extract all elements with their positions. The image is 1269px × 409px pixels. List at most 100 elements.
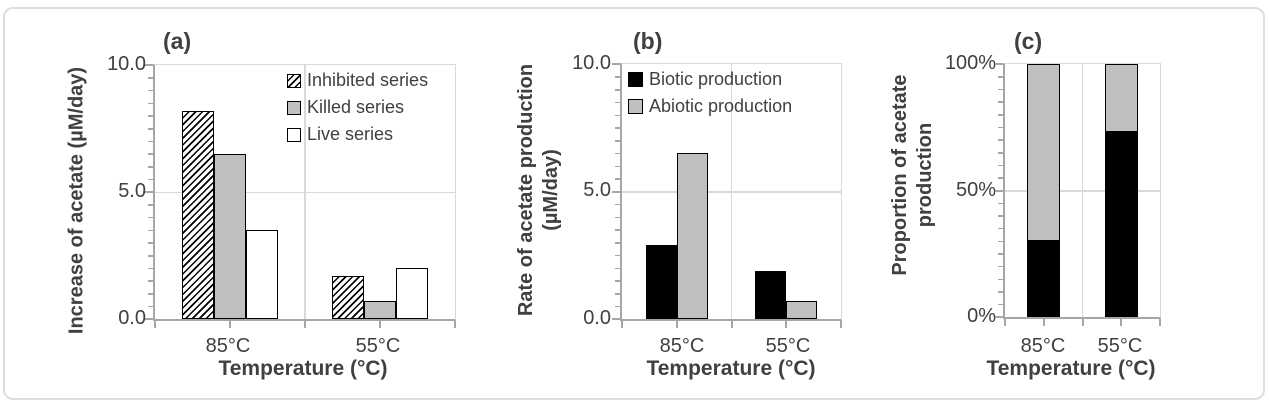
y-axis-minor-tick <box>998 202 1003 205</box>
y-axis-minor-tick <box>148 267 153 270</box>
y-axis-minor-tick <box>148 216 153 219</box>
y-axis-minor-tick <box>615 178 620 180</box>
panel-c-plot-area <box>995 63 1161 326</box>
panel-a-ytick-0: 0.0 <box>118 307 146 329</box>
panel-b-ytick-0: 0.0 <box>583 307 611 329</box>
y-axis-major-tick <box>995 189 1003 192</box>
y-axis-minor-tick <box>998 227 1003 230</box>
y-axis-minor-tick <box>998 177 1003 179</box>
y-axis-minor-tick <box>615 229 620 231</box>
panel-c-y-axis-title-line2: production <box>914 122 936 228</box>
bar-c-55-c-biotic-production <box>1104 132 1138 317</box>
y-axis-major-tick <box>995 316 1003 318</box>
white-swatch-icon <box>287 127 301 142</box>
y-axis-minor-tick <box>148 77 153 79</box>
x-axis-tick <box>154 321 156 328</box>
x-axis-tick <box>730 321 733 328</box>
y-axis-minor-tick <box>148 140 153 143</box>
y-axis-major-tick <box>612 318 620 320</box>
y-axis-minor-tick <box>615 101 620 104</box>
y-axis-major-tick <box>612 190 620 193</box>
y-axis-major-tick <box>995 63 1003 65</box>
panel-a-category-55c: 55°C <box>355 335 401 357</box>
panel-b-category-55c: 55°C <box>765 335 811 357</box>
legend-label: Biotic production <box>649 69 783 89</box>
x-axis-tick <box>454 321 456 328</box>
y-axis-minor-tick <box>615 280 620 282</box>
gray-swatch-icon <box>287 100 301 115</box>
panel-a-legend: Inhibited series Killed series Live seri… <box>287 67 428 148</box>
y-axis-minor-tick <box>998 152 1003 154</box>
y-axis-minor-tick <box>148 89 153 92</box>
bar-c-85-c-abiotic-production <box>1027 64 1061 242</box>
legend-item-abiotic-production: Abiotic production <box>628 93 792 120</box>
y-axis-minor-tick <box>148 166 153 168</box>
y-axis-minor-tick <box>998 240 1003 243</box>
y-axis-minor-tick <box>148 115 153 117</box>
legend-item-inhibited-series: Inhibited series <box>287 67 428 94</box>
panel-c-category-85c: 85°C <box>1020 335 1066 357</box>
panel-c-y-axis-title: Proportion of acetate production <box>888 55 938 295</box>
panel-b-label: (b) <box>633 28 663 54</box>
legend-item-biotic-production: Biotic production <box>628 66 792 93</box>
gridline-vertical <box>304 65 306 319</box>
y-axis-minor-tick <box>615 305 620 308</box>
y-axis-minor-tick <box>148 280 153 282</box>
x-axis-tick <box>1004 319 1006 326</box>
bar-b-55-c-biotic-production <box>755 270 787 319</box>
y-axis-minor-tick <box>615 140 620 142</box>
legend-item-live-series: Live series <box>287 121 428 148</box>
y-axis-minor-tick <box>998 88 1003 91</box>
y-axis-minor-tick <box>615 89 620 91</box>
bar-a-85-c-live-series <box>246 230 278 319</box>
y-axis-minor-tick <box>615 114 620 116</box>
x-axis-tick <box>304 321 306 328</box>
y-axis-minor-tick <box>615 203 620 206</box>
y-axis-minor-tick <box>998 291 1003 293</box>
x-axis-tick <box>621 321 623 328</box>
bar-c-55-c-abiotic-production <box>1104 64 1138 133</box>
y-axis-minor-tick <box>148 204 153 206</box>
panel-c-label: (c) <box>1014 28 1043 54</box>
y-axis-minor-tick <box>615 216 620 218</box>
x-axis-tick <box>785 321 788 328</box>
y-axis-minor-tick <box>615 267 620 269</box>
panel-a-ytick-5: 5.0 <box>118 180 146 202</box>
y-axis-minor-tick <box>148 102 153 105</box>
panel-c-ytick-0: 0% <box>967 305 996 327</box>
panel-a-ytick-10: 10.0 <box>107 53 146 75</box>
x-axis-tick <box>675 321 678 328</box>
x-axis-tick <box>1120 319 1123 326</box>
x-axis-tick <box>1159 319 1161 326</box>
y-axis-minor-tick <box>998 253 1003 255</box>
y-axis-minor-tick <box>148 255 153 257</box>
y-axis-minor-tick <box>615 152 620 155</box>
x-axis-tick <box>229 321 231 328</box>
bar-b-55-c-abiotic-production <box>786 301 818 319</box>
y-axis-minor-tick <box>615 293 620 295</box>
y-axis-minor-tick <box>998 101 1003 103</box>
legend-item-killed-series: Killed series <box>287 94 428 121</box>
y-axis-minor-tick <box>615 242 620 244</box>
panel-a-category-85c: 85°C <box>205 335 251 357</box>
legend-label: Live series <box>307 124 394 144</box>
hatched-swatch-icon <box>287 73 301 88</box>
y-axis-minor-tick <box>998 164 1003 167</box>
bar-c-85-c-biotic-production <box>1027 241 1061 317</box>
legend-label: Abiotic production <box>649 96 793 116</box>
black-swatch-icon <box>628 72 643 87</box>
y-axis-minor-tick <box>998 265 1003 268</box>
y-axis-major-tick <box>612 63 620 65</box>
y-axis-major-tick <box>145 64 153 66</box>
y-axis-minor-tick <box>998 114 1003 116</box>
bar-a-55-c-live-series <box>396 268 428 319</box>
gray-swatch-icon <box>628 99 643 114</box>
x-axis-tick <box>379 321 381 328</box>
bar-b-85-c-biotic-production <box>645 245 677 319</box>
panel-c-x-axis-title: Temperature (°C) <box>986 357 1156 380</box>
y-axis-minor-tick <box>998 126 1003 129</box>
y-axis-minor-tick <box>998 76 1003 78</box>
